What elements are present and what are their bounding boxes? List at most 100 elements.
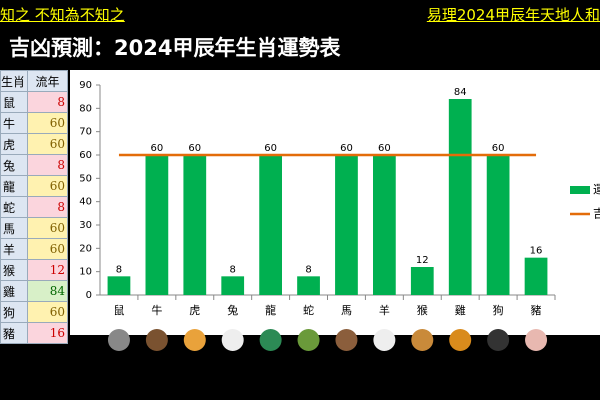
legend-label: 吉 (593, 207, 600, 221)
fortune-cell: 60 (27, 175, 68, 197)
table-header-cell: 流年 (27, 70, 68, 92)
header-left: 知之 不知為不知之 (0, 6, 125, 24)
y-tick-label: 30 (79, 220, 92, 231)
fortune-cell: 60 (27, 217, 68, 239)
x-tick-label: 猴 (417, 303, 428, 317)
y-tick-label: 10 (79, 267, 92, 278)
zodiac-icon (259, 329, 282, 351)
zodiac-icon (221, 329, 244, 351)
zodiac-cell: 兔 (0, 154, 28, 176)
x-tick-label: 龍 (265, 303, 276, 317)
zodiac-cell: 龍 (0, 175, 28, 197)
data-label: 60 (188, 143, 201, 154)
y-tick-label: 70 (79, 127, 92, 138)
x-tick-label: 蛇 (303, 303, 314, 317)
zodiac-icon (525, 329, 548, 351)
fortune-cell: 60 (27, 133, 68, 155)
data-label: 8 (305, 264, 311, 275)
y-tick-label: 80 (79, 103, 92, 114)
bar (145, 155, 169, 295)
header-right: 易理2024甲辰年天地人和 (426, 6, 600, 24)
table-row: 羊 60 (0, 238, 68, 260)
fortune-cell: 60 (27, 112, 68, 134)
bar (297, 276, 320, 295)
zodiac-cell: 猴 (0, 259, 28, 281)
bar (524, 257, 548, 295)
y-tick-label: 0 (86, 290, 92, 301)
zodiac-icon (107, 329, 130, 351)
fortune-table: 生肖 流年鼠 8 牛 60 虎 60 兔 8 龍 60 蛇 8 馬 60 羊 60 猴 12 雞 84 狗 60 豬 16 (0, 70, 68, 344)
y-tick-label: 90 (79, 80, 92, 91)
x-tick-label: 鼠 (113, 303, 124, 317)
bar (221, 276, 245, 295)
fortune-cell: 12 (27, 259, 68, 281)
data-label: 60 (378, 143, 391, 154)
legend-swatch (570, 186, 590, 194)
x-tick-label: 雞 (455, 303, 466, 317)
bar (259, 155, 282, 295)
fortune-cell: 60 (27, 301, 68, 323)
zodiac-icon (183, 329, 206, 351)
x-tick-label: 豬 (531, 303, 542, 317)
data-label: 60 (340, 143, 353, 154)
zodiac-cell: 牛 (0, 112, 28, 134)
zodiac-icon (449, 329, 472, 351)
y-tick-label: 20 (79, 243, 92, 254)
table-row: 狗 60 (0, 301, 68, 323)
data-label: 16 (530, 246, 543, 257)
x-tick-label: 羊 (379, 303, 390, 317)
bar (410, 267, 434, 295)
y-tick-label: 60 (79, 150, 92, 161)
zodiac-icon (335, 329, 358, 351)
zodiac-cell: 狗 (0, 301, 28, 323)
x-tick-label: 狗 (493, 304, 504, 317)
table-row: 馬 60 (0, 217, 68, 239)
zodiac-icon (487, 329, 510, 351)
data-label: 60 (264, 143, 277, 154)
table-header-cell: 生肖 (0, 70, 28, 92)
bar (373, 155, 396, 295)
bar (486, 155, 510, 295)
data-label: 8 (116, 264, 122, 275)
table-row: 龍 60 (0, 175, 68, 197)
zodiac-icon (373, 329, 396, 351)
fortune-cell: 8 (27, 91, 68, 113)
zodiac-icon (297, 329, 320, 351)
fortune-cell: 8 (27, 196, 68, 218)
data-label: 84 (454, 87, 467, 98)
table-row: 虎 60 (0, 133, 68, 155)
x-tick-label: 虎 (189, 304, 200, 317)
zodiac-cell: 虎 (0, 133, 28, 155)
table-row: 豬 16 (0, 322, 68, 344)
fortune-cell: 8 (27, 154, 68, 176)
x-tick-label: 牛 (151, 303, 162, 317)
y-tick-label: 50 (79, 173, 92, 184)
data-label: 60 (151, 143, 164, 154)
title: 、吉凶預測：2024甲辰年生肖運勢表 (0, 36, 341, 60)
table-header: 生肖 流年 (0, 70, 68, 92)
bar (335, 155, 358, 295)
zodiac-icon (411, 329, 434, 351)
bar (183, 155, 207, 295)
legend-label: 運 (593, 183, 600, 197)
x-tick-label: 馬 (341, 304, 352, 317)
table-row: 牛 60 (0, 112, 68, 134)
data-label: 60 (492, 143, 505, 154)
x-tick-label: 兔 (227, 303, 238, 317)
bar (107, 276, 131, 295)
data-label: 8 (230, 264, 236, 275)
table-row: 猴 12 (0, 259, 68, 281)
bar (448, 99, 472, 295)
data-label: 12 (416, 255, 429, 266)
zodiac-icon (145, 329, 168, 351)
zodiac-cell: 蛇 (0, 196, 28, 218)
zodiac-cell: 豬 (0, 322, 28, 344)
zodiac-cell: 羊 (0, 238, 28, 260)
fortune-cell: 16 (27, 322, 68, 344)
y-tick-label: 40 (79, 197, 92, 208)
